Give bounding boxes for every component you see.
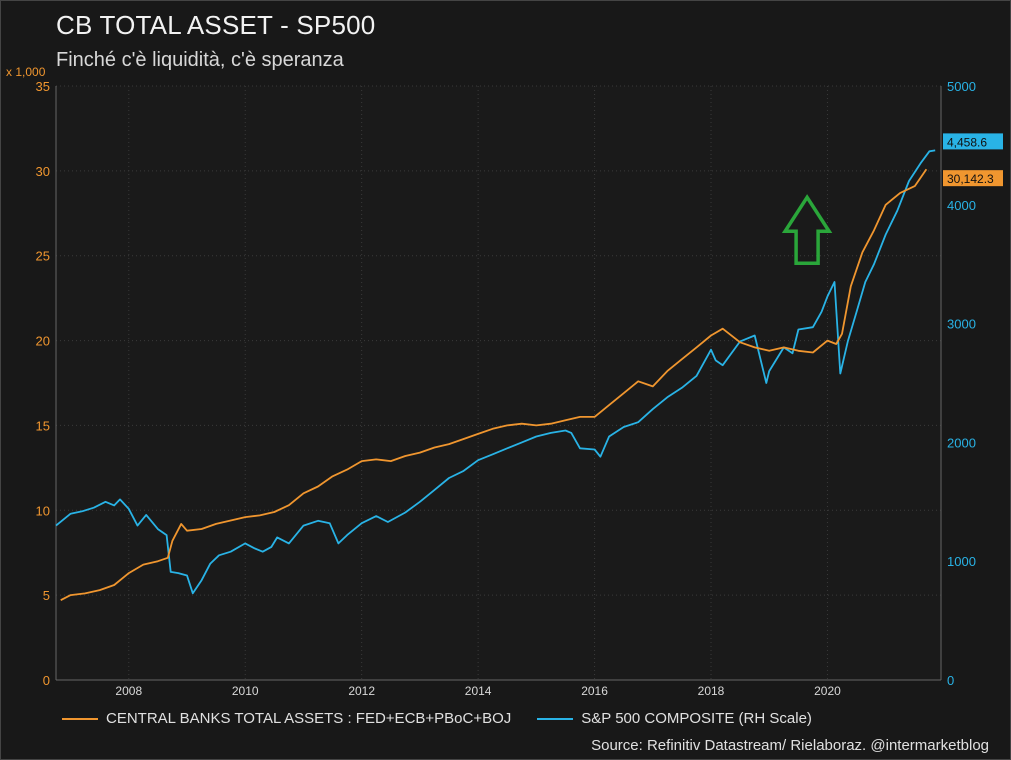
legend-label-cb: CENTRAL BANKS TOTAL ASSETS : FED+ECB+PBo…	[106, 710, 512, 727]
y-left-tick-label: 35	[36, 79, 50, 94]
legend: CENTRAL BANKS TOTAL ASSETS : FED+ECB+PBo…	[62, 710, 838, 727]
source-note: Source: Refinitiv Datastream/ Rielaboraz…	[591, 737, 989, 754]
legend-swatch-cb	[62, 717, 98, 720]
series-line-central-banks	[60, 168, 928, 602]
chart-subtitle: Finché c'è liquidità, c'è speranza	[56, 49, 344, 71]
x-tick-label: 2014	[465, 684, 492, 698]
y-left-tick-label: 15	[36, 418, 50, 433]
legend-label-sp: S&P 500 COMPOSITE (RH Scale)	[581, 710, 812, 727]
legend-item-cb: CENTRAL BANKS TOTAL ASSETS : FED+ECB+PBo…	[62, 710, 511, 727]
legend-swatch-sp	[537, 717, 574, 720]
y-left-tick-label: 0	[43, 673, 50, 688]
y-left-tick-label: 5	[43, 588, 50, 603]
last-value-label-central-banks: 30,142.3	[947, 172, 994, 186]
y-right-tick-label: 3000	[947, 317, 976, 332]
up-arrow-icon	[781, 194, 833, 266]
y-left-tick-label: 20	[36, 334, 50, 349]
x-tick-label: 2010	[232, 684, 259, 698]
y-left-tick-label: 25	[36, 249, 50, 264]
x-tick-label: 2012	[348, 684, 375, 698]
x-tick-label: 2018	[698, 684, 725, 698]
chart-title: CB TOTAL ASSET - SP500	[56, 10, 376, 40]
plot-area	[56, 86, 941, 680]
y-right-tick-label: 4000	[947, 198, 976, 213]
last-value-label-central-banks-box	[943, 170, 1003, 187]
y-left-tick-label: 10	[36, 503, 50, 518]
y-right-tick-label: 5000	[947, 79, 976, 94]
y-right-tick-label: 2000	[947, 435, 976, 450]
y-left-unit-label: x 1,000	[6, 65, 46, 79]
last-value-label-sp500-box	[943, 133, 1003, 150]
legend-item-sp: S&P 500 COMPOSITE (RH Scale)	[537, 710, 812, 727]
y-left-tick-label: 30	[36, 164, 50, 179]
x-tick-label: 2008	[115, 684, 142, 698]
y-right-tick-label: 0	[947, 673, 954, 688]
y-right-tick-label: 1000	[947, 554, 976, 569]
series-line-sp500	[55, 149, 936, 595]
x-tick-label: 2016	[581, 684, 608, 698]
last-value-label-sp500: 4,458.6	[947, 135, 987, 149]
x-tick-label: 2020	[814, 684, 841, 698]
